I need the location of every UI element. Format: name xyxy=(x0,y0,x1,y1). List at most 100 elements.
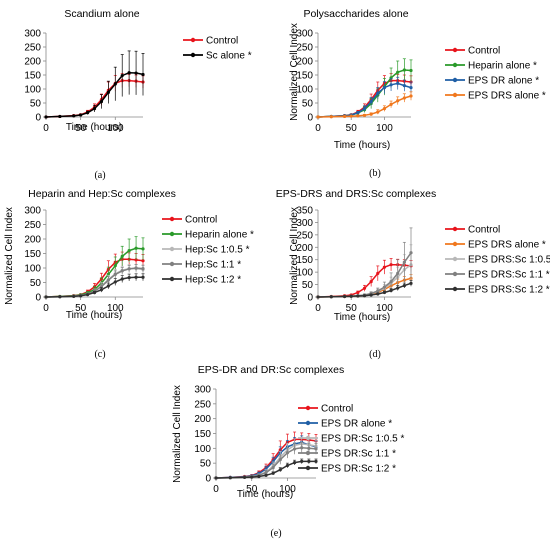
panel-e-data-point xyxy=(242,475,247,480)
panel-c-ytick-label: 0 xyxy=(35,293,41,304)
panel-e-data-point xyxy=(292,460,297,465)
panel-a-ytick-label: 300 xyxy=(24,29,41,40)
panel-b-data-point xyxy=(402,96,406,100)
panel-a-series-2 xyxy=(44,50,145,119)
panel-d-data-point xyxy=(342,294,347,299)
panel-e-legend-label: EPS DR:Sc 1:1 * xyxy=(321,449,396,460)
panel-b-ytick-label: 100 xyxy=(296,85,313,96)
panel-d-ytick-label: 0 xyxy=(307,293,313,304)
panel-c-xtick-label: 50 xyxy=(75,303,87,314)
panel-c-legend-marker xyxy=(169,276,175,282)
panel-d-legend-label: Control xyxy=(468,225,500,236)
panel-b-legend-marker xyxy=(452,47,458,53)
panel-b-xtick-label: 100 xyxy=(376,123,393,134)
panel-b-data-point xyxy=(329,115,333,119)
panel-b-data-point xyxy=(376,91,380,95)
panel-d-ytick-label: 100 xyxy=(296,268,313,279)
panel-e-ytick-label: 50 xyxy=(200,459,212,470)
panel-b-legend-label: EPS DRS alone * xyxy=(468,91,546,102)
panel-e-xtick-label: 0 xyxy=(213,484,219,495)
panel-c-data-point xyxy=(92,291,97,295)
panel-b-legend-marker xyxy=(452,62,458,68)
panel-c-data-point xyxy=(141,266,145,271)
panel-a-ytick-label: 50 xyxy=(30,99,42,110)
panel-d-xtick-label: 100 xyxy=(376,303,393,314)
panel-a-data-point xyxy=(79,113,83,117)
panel-e-data-point xyxy=(307,446,311,450)
panel-b-legend-label: EPS DR alone * xyxy=(468,76,539,87)
panel-d-data-point xyxy=(409,251,413,255)
panel-d-data-point xyxy=(362,294,367,298)
panel-a-ytick-label: 150 xyxy=(24,71,41,82)
panel-a-xtick-label: 50 xyxy=(75,123,87,134)
panel-e-data-point xyxy=(314,447,318,451)
panel-d-data-point xyxy=(316,295,320,299)
panel-d-data-point xyxy=(329,295,333,299)
panel-d-caption: (d) xyxy=(369,349,381,360)
panel-c-ytick-label: 300 xyxy=(24,206,41,217)
panel-b-ytick-label: 50 xyxy=(302,99,314,110)
panel-d-data-point xyxy=(356,290,360,295)
panel-b-legend-marker xyxy=(452,77,458,83)
panel-e-data-point xyxy=(292,447,297,451)
panel-a-data-point xyxy=(120,73,124,78)
panel-b-ytick-label: 250 xyxy=(296,43,313,54)
panel-d-data-point xyxy=(389,279,393,284)
panel-c-data-point xyxy=(141,247,145,251)
panel-c-title: Heparin and Hep:Sc complexes xyxy=(28,188,176,200)
panel-a-data-point xyxy=(113,82,117,86)
panel-b-data-point xyxy=(396,99,400,103)
panel-d-data-point xyxy=(376,289,380,293)
panel-e-legend-label: EPS DR:Sc 1:2 * xyxy=(321,464,396,475)
panel-d-ytick-label: 300 xyxy=(296,218,313,229)
panel-e-xtick-label: 50 xyxy=(246,484,258,495)
panel-e-data-point xyxy=(285,451,290,455)
panel-c-data-point xyxy=(127,275,131,280)
panel-b-data-point xyxy=(389,102,393,106)
panel-e-series-5 xyxy=(214,458,318,480)
panel-c-ytick-label: 150 xyxy=(24,249,41,260)
panel-c-data-point xyxy=(134,246,138,250)
panel-e-legend-marker xyxy=(305,405,311,411)
panel-b-data-point xyxy=(369,112,373,116)
panel-c-legend-marker xyxy=(169,216,175,222)
panel-d-data-point xyxy=(382,290,387,295)
panel-b-xtick-label: 50 xyxy=(346,123,358,134)
panel-b-data-point xyxy=(362,107,367,111)
panel-b-ylabel: Normalized Cell Index xyxy=(289,23,300,121)
panel-c-legend-marker xyxy=(169,246,175,252)
panel-d-data-point xyxy=(389,263,393,267)
panel-c-xtick-label: 100 xyxy=(107,303,124,314)
panel-a-data-point xyxy=(127,71,131,75)
panel-e-data-point xyxy=(300,446,304,450)
panel-d-data-point xyxy=(382,285,387,289)
panel-b-data-point xyxy=(402,84,406,88)
panel-b-data-point xyxy=(382,86,387,90)
panel-e-ytick-label: 300 xyxy=(194,385,211,396)
panel-d-data-point xyxy=(396,286,400,290)
panel-a-xtick-label: 0 xyxy=(43,123,49,134)
panel-c-data-point xyxy=(120,277,124,281)
panel-d-ytick-label: 250 xyxy=(296,230,313,241)
panel-c-data-point xyxy=(127,267,131,271)
panel-e-ytick-label: 250 xyxy=(194,399,211,410)
panel-b-data-point xyxy=(382,107,387,111)
panel-e-data-point xyxy=(250,475,254,479)
panel-c-data-point xyxy=(113,280,117,284)
panel-e: EPS-DR and DR:Sc complexes Time (hours) … xyxy=(172,364,404,539)
panel-b-ytick-label: 300 xyxy=(296,29,313,40)
panel-e-legend-marker xyxy=(305,465,311,471)
panel-d-legend-marker xyxy=(452,241,458,247)
panel-d-legend-label: EPS DRS:Sc 1:1 * xyxy=(468,270,550,281)
panel-e-xlabel: Time (hours) xyxy=(237,489,293,500)
panel-e-data-point xyxy=(214,476,218,480)
panel-d-title: EPS-DRS and DRS:Sc complexes xyxy=(276,188,436,200)
panel-c-xlabel: Time (hours) xyxy=(66,310,122,321)
panel-d-ylabel: Normalized Cell Index xyxy=(289,207,300,305)
panel-e-data-point xyxy=(264,471,268,475)
panel-b-data-point xyxy=(409,68,413,73)
panel-c-ylabel: Normalized Cell Index xyxy=(4,207,15,305)
panel-a-title: Scandium alone xyxy=(64,8,139,20)
panel-b-data-point xyxy=(369,100,373,104)
panel-a-data-point xyxy=(106,90,110,94)
